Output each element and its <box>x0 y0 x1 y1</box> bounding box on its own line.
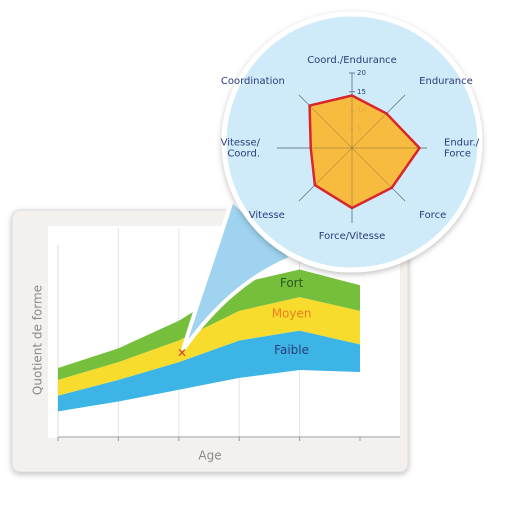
axis-category: Vitesse <box>249 210 285 221</box>
spoke <box>351 94 406 149</box>
axis-category: Coord./Endurance <box>307 55 397 66</box>
x-axis-label: Age <box>198 449 221 463</box>
spoke <box>351 147 406 202</box>
band-name: Faible <box>274 343 309 357</box>
axis-category: Coordination <box>221 76 285 87</box>
band-name: Moyen <box>272 306 312 320</box>
axis-category: Endur./Force <box>444 138 480 160</box>
r-tick-label: 20 <box>357 69 366 77</box>
band-area <box>58 269 360 380</box>
spoke <box>298 94 353 149</box>
r-tick-label: 15 <box>357 88 366 96</box>
band-area <box>58 330 360 412</box>
band-area <box>58 297 360 396</box>
y-axis-label: Quotient de forme <box>31 285 45 395</box>
spoke <box>298 147 353 202</box>
marker: × <box>177 346 187 360</box>
axis-category: Force/Vitesse <box>319 231 385 242</box>
axis-category: Force <box>419 210 446 221</box>
band-name: Fort <box>280 276 304 290</box>
axis-category: Endurance <box>419 76 473 87</box>
axis-category: Vitesse/Coord. <box>221 138 261 160</box>
